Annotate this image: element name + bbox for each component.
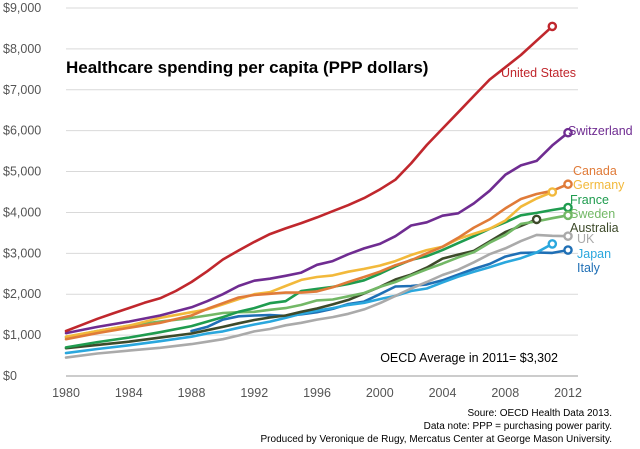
series-line-italy <box>190 248 570 333</box>
chart-title: Healthcare spending per capita (PPP doll… <box>66 58 428 77</box>
series-label-japan: Japan <box>577 247 611 261</box>
endpoint-marker-germany <box>547 187 558 197</box>
endpoint-marker-united-states <box>547 21 558 32</box>
series-lines <box>64 25 570 359</box>
x-tick-label: 1996 <box>303 386 331 400</box>
series-line-japan <box>64 242 554 355</box>
series-line-uk <box>64 233 570 359</box>
endpoint-marker-canada <box>563 179 573 190</box>
y-axis-ticks: $0 $1,000 $2,000 $3,000 $4,000 $5,000 $6,000 $7… <box>3 1 41 383</box>
y-tick-label: $3,000 <box>3 246 41 260</box>
x-tick-label: 2008 <box>491 386 519 400</box>
series-line-sweden <box>64 214 570 339</box>
x-tick-label: 1988 <box>178 386 206 400</box>
series-label-uk: UK <box>577 232 595 246</box>
y-tick-label: $9,000 <box>3 1 41 15</box>
data-note-line: Data note: PPP = purchasing power parity… <box>423 421 612 432</box>
series-label-germany: Germany <box>573 178 625 192</box>
series-line-united-states <box>64 25 554 333</box>
x-tick-label: 1980 <box>52 386 80 400</box>
y-tick-label: $4,000 <box>3 205 41 219</box>
endpoint-marker-uk <box>563 231 573 241</box>
x-tick-label: 2012 <box>554 386 582 400</box>
endpoint-marker-japan <box>547 239 558 249</box>
credit-line: Produced by Veronique de Rugy, Mercatus … <box>260 434 612 445</box>
endpoint-marker-switzerland <box>563 127 573 138</box>
x-axis-ticks: 1980 1984 1988 1992 1996 2000 2004 2008 2012 <box>52 386 582 400</box>
y-tick-label: $7,000 <box>3 83 41 97</box>
x-tick-label: 1992 <box>240 386 268 400</box>
x-tick-label: 2004 <box>429 386 457 400</box>
y-tick-label: $1,000 <box>3 328 41 342</box>
series-line-australia <box>64 218 538 350</box>
series-markers <box>531 21 573 255</box>
x-tick-label: 1984 <box>115 386 143 400</box>
oecd-average-annotation: OECD Average in 2011= $3,302 <box>380 351 558 365</box>
x-tick-label: 2000 <box>366 386 394 400</box>
y-tick-label: $2,000 <box>3 287 41 301</box>
series-label-sweden: Sweden <box>570 207 615 221</box>
y-tick-label: $6,000 <box>3 124 41 138</box>
source-line: Soure: OECD Health Data 2013. <box>467 408 612 419</box>
series-label-switzerland: Switzerland <box>568 124 633 138</box>
series-line-switzerland <box>64 131 570 335</box>
grid-lines <box>66 7 578 377</box>
y-tick-label: $5,000 <box>3 165 41 179</box>
series-label-united-states: United States <box>501 66 576 80</box>
endpoint-marker-australia <box>531 214 542 225</box>
endpoint-marker-sweden <box>563 210 573 221</box>
series-label-canada: Canada <box>573 164 617 178</box>
series-label-australia: Australia <box>570 221 619 235</box>
series-line-germany <box>64 190 554 339</box>
series-line-canada <box>64 182 570 341</box>
series-label-italy: Italy <box>577 261 601 275</box>
series-labels: United States Switzerland CanadaGermanyFra… <box>501 66 633 275</box>
series-label-france: France <box>570 193 609 207</box>
y-tick-label: $0 <box>3 369 17 383</box>
y-tick-label: $8,000 <box>3 42 41 56</box>
endpoint-marker-italy <box>563 245 573 255</box>
